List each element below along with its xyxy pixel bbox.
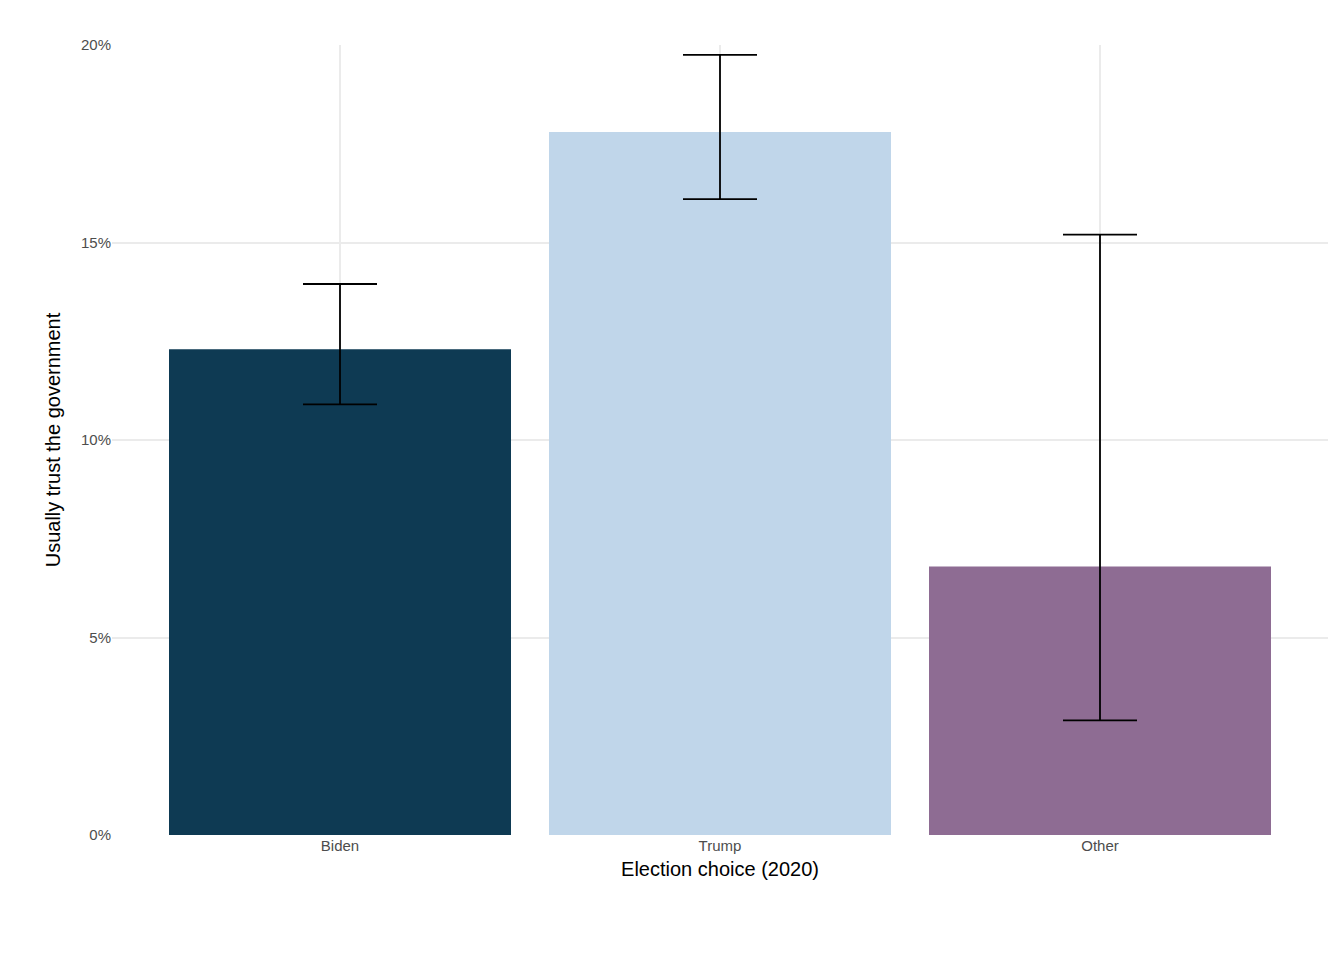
svg-text:10%: 10%: [81, 431, 111, 448]
svg-text:Biden: Biden: [321, 837, 359, 854]
svg-text:0%: 0%: [89, 826, 111, 843]
svg-text:15%: 15%: [81, 234, 111, 251]
svg-text:Trump: Trump: [699, 837, 742, 854]
svg-text:Other: Other: [1081, 837, 1119, 854]
svg-text:Election choice (2020): Election choice (2020): [621, 858, 819, 880]
svg-text:20%: 20%: [81, 36, 111, 53]
svg-text:Usually trust the government: Usually trust the government: [42, 312, 64, 567]
svg-text:5%: 5%: [89, 629, 111, 646]
